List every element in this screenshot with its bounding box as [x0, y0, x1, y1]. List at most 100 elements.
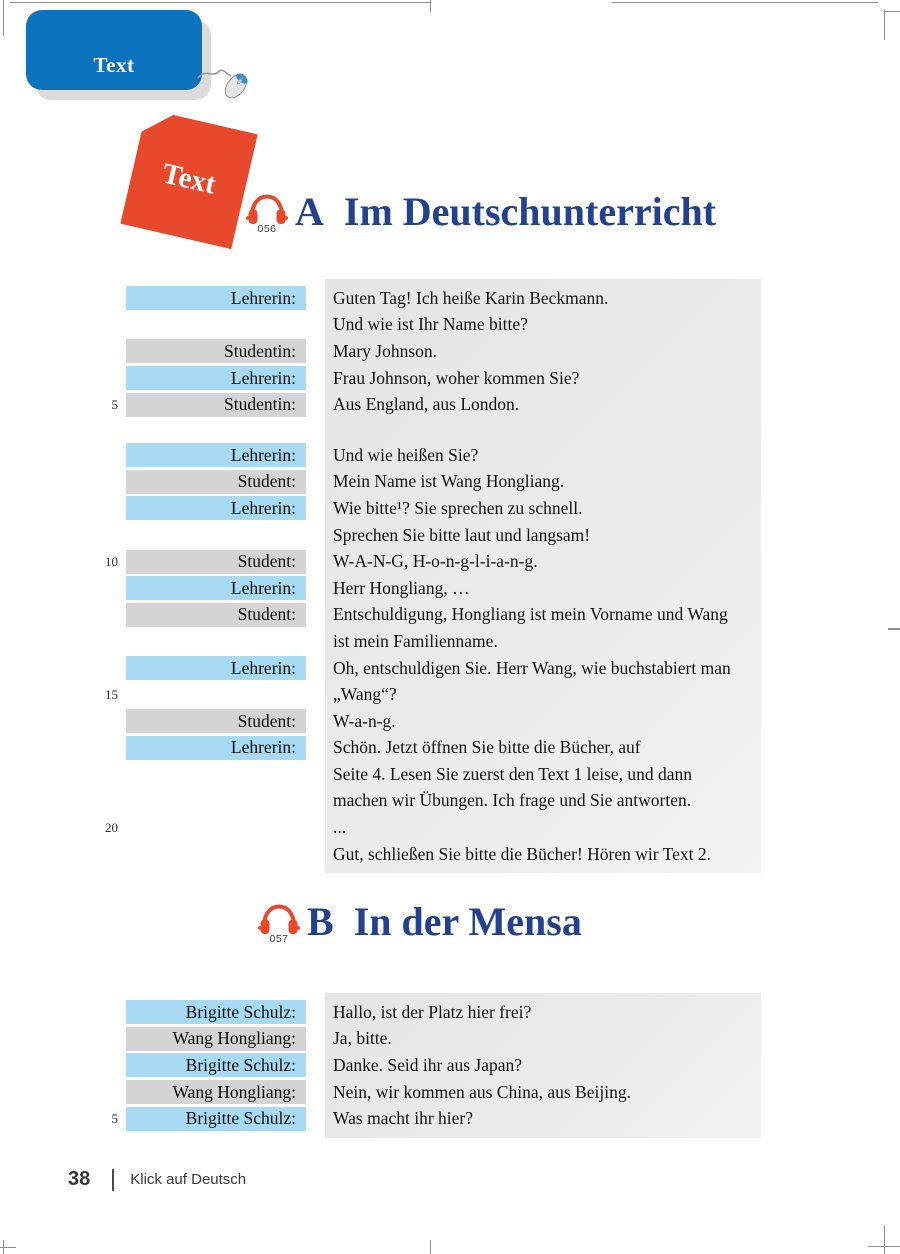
badge-label: Text — [159, 156, 219, 201]
dialogue-row: Lehrerin: Schön. Jetzt öffnen Sie bitte d… — [0, 735, 900, 762]
dialogue-text: W-A-N-G, H-o-n-g-l-i-a-n-g. — [333, 551, 538, 572]
dialogue-text: Hallo, ist der Platz hier frei? — [333, 1001, 532, 1022]
dialogue-row: Lehrerin: Oh, entschuldigen Sie. Herr Wan… — [0, 655, 900, 682]
dialogue-text: Nein, wir kommen aus China, aus Beijing. — [333, 1081, 631, 1102]
dialogue-text: Gut, schließen Sie bitte die Bücher! Hör… — [333, 843, 712, 864]
line-number: 5 — [111, 1110, 119, 1126]
dialogue-row: Lehrerin: Wie bitte¹? Sie sprechen zu sch… — [0, 495, 900, 522]
dialogue-text: Sprechen Sie bitte laut und langsam! — [333, 524, 591, 545]
text-tab[interactable]: Text — [26, 10, 202, 90]
dialogue-text: Oh, entschuldigen Sie. Herr Wang, wie bu… — [333, 657, 731, 678]
headphones-icon — [246, 194, 288, 224]
audio-track-number: 057 — [269, 933, 289, 945]
dialogue-row: Student: Mein Name ist Wang Hongliang. — [0, 469, 900, 496]
crop-mark — [3, 0, 4, 36]
crop-mark — [10, 2, 430, 3]
dialogue-text: Seite 4. Lesen Sie zuerst den Text 1 lei… — [333, 763, 693, 784]
dialogue-row: ist mein Familienname. — [0, 628, 900, 655]
audio-track-b[interactable]: 057 — [258, 903, 300, 945]
dialogue-background — [325, 279, 761, 874]
speaker-label — [126, 816, 306, 840]
speaker-label: Lehrerin: — [126, 656, 306, 681]
dialogue-row: Wang Hongliang: Nein, wir kommen aus Chin… — [0, 1079, 900, 1106]
dialogue-text: Guten Tag! Ich heiße Karin Beckmann. — [333, 287, 609, 308]
line-number: 20 — [105, 819, 118, 835]
line-number: 15 — [105, 686, 118, 702]
dialogue-text: Herr Hongliang, … — [333, 577, 470, 598]
dialogue-row: Brigitte Schulz: Hallo, ist der Platz hie… — [0, 999, 900, 1026]
footer-divider — [112, 1168, 115, 1191]
dialogue-row: Student: W-a-n-g. — [0, 708, 900, 735]
dialogue-row: Studentin: Mary Johnson. — [0, 338, 900, 365]
speaker-label: Lehrerin: — [126, 735, 306, 760]
dialogue-row: Und wie ist Ihr Name bitte? — [0, 312, 900, 339]
crop-mark — [884, 11, 900, 12]
speaker-label: Brigitte Schulz: — [126, 1053, 306, 1078]
dialogue-section-b: Brigitte Schulz: Hallo, ist der Platz hie… — [0, 993, 900, 1138]
speaker-label — [126, 762, 306, 786]
section-letter: A — [295, 189, 324, 234]
crop-mark — [888, 628, 900, 630]
speaker-label: Lehrerin: — [126, 366, 306, 391]
page-footer: 38 Klick auf Deutsch — [68, 1168, 246, 1191]
dialogue-text: Und wie ist Ihr Name bitte? — [333, 314, 528, 335]
dialogue-row: Lehrerin: Guten Tag! Ich heiße Karin Beck… — [0, 285, 900, 312]
section-title: Im Deutschunterricht — [343, 189, 717, 234]
crop-mark — [430, 0, 431, 12]
speaker-label: Student: — [126, 602, 306, 627]
section-a-heading: 056 A Im Deutschunterricht — [246, 189, 717, 235]
audio-track-a[interactable]: 056 — [246, 193, 288, 235]
speaker-label — [126, 842, 306, 866]
headphones-icon — [258, 904, 300, 934]
dialogue-row: Seite 4. Lesen Sie zuerst den Text 1 lei… — [0, 761, 900, 788]
dialogue-text: ... — [333, 817, 347, 838]
text-badge: Text — [120, 109, 258, 250]
speaker-label: Student: — [126, 709, 306, 734]
dialogue-section-a: Lehrerin: Guten Tag! Ich heiße Karin Beck… — [0, 279, 900, 874]
dialogue-row: Brigitte Schulz: Danke. Seid ihr aus Japa… — [0, 1052, 900, 1079]
crop-mark — [3, 1240, 4, 1254]
tab-label: Text — [93, 53, 135, 77]
speaker-label: Lehrerin: — [126, 576, 306, 601]
speaker-label — [126, 629, 306, 653]
dialogue-row: Student: Entschuldigung, Hongliang ist me… — [0, 602, 900, 629]
speaker-label: Student: — [126, 469, 306, 494]
dialogue-rows: Lehrerin: Guten Tag! Ich heiße Karin Beck… — [0, 285, 900, 867]
speaker-label: Brigitte Schulz: — [126, 1106, 306, 1131]
dialogue-background — [325, 993, 761, 1138]
dialogue-text: Aus England, aus London. — [333, 394, 520, 415]
mouse-icon — [197, 69, 248, 99]
speaker-label: Brigitte Schulz: — [126, 1000, 306, 1025]
dialogue-text: Was macht ihr hier? — [333, 1108, 473, 1129]
section-letter: B — [307, 899, 334, 944]
audio-track-number: 056 — [257, 223, 277, 235]
speaker-label: Student: — [126, 549, 306, 574]
dialogue-row: machen wir Übungen. Ich frage und Sie an… — [0, 788, 900, 815]
speaker-label — [126, 789, 306, 813]
dialogue-row: Wang Hongliang: Ja, bitte. — [0, 1026, 900, 1053]
dialogue-text: ist mein Familienname. — [333, 630, 498, 651]
dialogue-row: Gut, schließen Sie bitte die Bücher! Hör… — [0, 841, 900, 868]
crop-mark — [884, 10, 885, 40]
dialogue-row: 5 Brigitte Schulz: Was macht ihr hier? — [0, 1105, 900, 1132]
dialogue-row: 15 „Wang“? — [0, 681, 900, 708]
dialogue-row: Lehrerin: Herr Hongliang, … — [0, 575, 900, 602]
speaker-label: Lehrerin: — [126, 286, 306, 311]
dialogue-rows: Brigitte Schulz: Hallo, ist der Platz hie… — [0, 999, 900, 1132]
paragraph-gap — [0, 418, 900, 442]
dialogue-text: Entschuldigung, Hongliang ist mein Vorna… — [333, 604, 728, 625]
dialogue-text: W-a-n-g. — [333, 710, 396, 731]
dialogue-row: 20... — [0, 814, 900, 841]
crop-mark — [430, 1240, 431, 1254]
dialogue-row: 5 Studentin: Aus England, aus London. — [0, 391, 900, 418]
crop-mark — [868, 1246, 900, 1247]
dialogue-row: Lehrerin: Frau Johnson, woher kommen Sie? — [0, 365, 900, 392]
dialogue-row: 10 Student: W-A-N-G, H-o-n-g-l-i-a-n-g. — [0, 548, 900, 575]
line-number: 5 — [111, 396, 119, 412]
speaker-label — [126, 523, 306, 547]
dialogue-row: Sprechen Sie bitte laut und langsam! — [0, 522, 900, 549]
crop-mark — [884, 1226, 885, 1254]
dialogue-text: Danke. Seid ihr aus Japan? — [333, 1054, 523, 1075]
crop-mark — [612, 2, 878, 3]
